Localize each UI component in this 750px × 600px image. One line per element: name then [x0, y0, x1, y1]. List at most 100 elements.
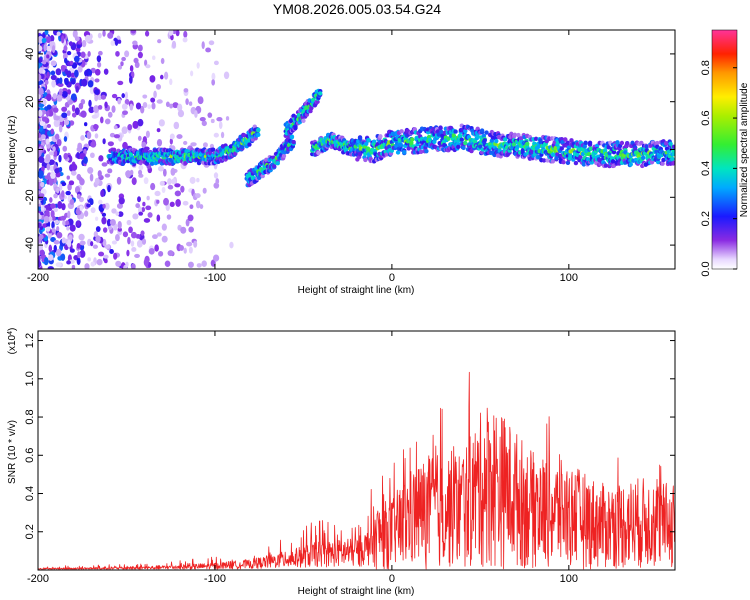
spectrogram-noise-cell: [38, 214, 42, 220]
spectrogram-noise-cell: [46, 123, 51, 128]
spectrogram-noise-cell: [103, 258, 108, 264]
spectrogram-noise-cell: [102, 138, 106, 145]
spectrogram-noise-cell: [111, 105, 116, 113]
spectrogram-noise-cell: [79, 240, 86, 246]
x-tick-label: -200: [27, 573, 49, 585]
spectrogram-noise-cell: [187, 214, 194, 222]
y-tick-label: -40: [24, 237, 36, 253]
spectrogram-noise-cell: [165, 101, 170, 108]
y-tick-label: 0.8: [24, 409, 36, 424]
spectrogram-ridge-cell: [670, 156, 675, 162]
spectrogram-noise-cell: [57, 200, 63, 209]
spectrogram-noise-cell: [146, 195, 150, 201]
spectrogram-ridge-cell: [357, 151, 363, 157]
spectrogram-noise-cell: [147, 104, 151, 110]
spectrogram-noise-cell: [120, 61, 124, 67]
spectrogram-noise-cell: [87, 166, 94, 174]
spectrogram-noise-cell: [170, 167, 176, 176]
spectrogram-ridge-cell: [554, 156, 559, 161]
spectrogram-noise-cell: [58, 166, 63, 173]
spectrogram-noise-cell: [40, 166, 45, 172]
spectrogram-noise-cell: [81, 78, 88, 87]
spectrogram-noise-cell: [199, 204, 204, 209]
spectrogram-noise-cell: [38, 260, 42, 268]
spectrogram-noise-cell: [131, 263, 136, 269]
spectrogram-noise-cell: [75, 86, 79, 93]
spectrogram-noise-cell: [39, 234, 44, 240]
spectrogram-noise-cell: [138, 211, 144, 216]
y-tick-label: 20: [24, 96, 36, 108]
spectrogram-noise-cell: [122, 141, 128, 150]
spectrogram-noise-cell: [88, 106, 95, 114]
spectrogram-noise-cell: [54, 219, 60, 225]
spectrogram-noise-cell: [144, 30, 150, 37]
spectrogram-noise-cell: [89, 173, 94, 182]
spectrogram-noise-cell: [62, 220, 67, 226]
spectrogram-noise-cell: [74, 55, 80, 63]
spectrogram-noise-cell: [117, 65, 123, 70]
x-tick-label: -200: [27, 272, 49, 284]
spectrogram-noise-cell: [188, 101, 193, 106]
spectrogram-noise-cell: [128, 226, 133, 234]
spectrogram-noise-cell: [53, 193, 58, 199]
spectrogram-noise-cell: [38, 140, 42, 146]
spectrogram-noise-cell: [87, 257, 91, 262]
spectrogram-noise-cell: [193, 240, 198, 248]
spectrogram-ridge-cell: [655, 159, 661, 165]
spectrogram-noise-cell: [137, 44, 143, 52]
spectrogram-noise-cell: [174, 190, 182, 197]
spectrogram-noise-cell: [103, 254, 109, 259]
spectrogram-noise-cell: [117, 227, 122, 232]
spectrogram-ridge-cell: [357, 136, 363, 141]
spectrogram-noise-cell: [100, 94, 107, 100]
spectrogram-noise-cell: [104, 202, 110, 210]
spectrogram-ridge-cell: [275, 160, 280, 166]
spectrogram-noise-cell: [54, 115, 60, 121]
snr-series-line: [38, 371, 675, 570]
y-tick-label: 1.2: [24, 333, 36, 348]
spectrogram-noise-cell: [118, 197, 125, 205]
spectrogram-noise-cell: [69, 60, 74, 66]
spectrogram-noise-cell: [114, 38, 119, 46]
spectrogram-ridge-cell: [538, 138, 543, 143]
spectrogram-noise-cell: [77, 142, 83, 150]
spectrogram-ridge-cell: [588, 146, 594, 151]
spectrogram-noise-cell: [56, 187, 60, 194]
spectrogram-noise-cell: [54, 168, 60, 174]
spectrogram-noise-cell: [210, 118, 215, 124]
spectrogram-noise-cell: [129, 65, 134, 72]
spectrogram-ridge-cell: [655, 140, 660, 146]
spectrogram-noise-cell: [155, 83, 162, 90]
spectrogram-noise-cell: [145, 130, 150, 138]
spectrogram-ridge-cell: [489, 138, 495, 144]
spectrogram-noise-cell: [80, 51, 86, 58]
spectrogram-noise-cell: [76, 152, 80, 159]
y-tick-label: 0.2: [24, 524, 36, 539]
spectrogram-noise-cell: [59, 77, 63, 85]
spectrogram-ridge-cell: [310, 97, 316, 103]
spectrogram-noise-cell: [176, 134, 183, 140]
spectrogram-noise-cell: [110, 40, 116, 46]
spectrogram-noise-cell: [91, 114, 98, 119]
spectrogram-noise-cell: [38, 222, 42, 228]
spectrogram-noise-cell: [46, 93, 52, 102]
spectrogram-noise-cell: [88, 69, 93, 76]
spectrogram-noise-cell: [49, 35, 55, 43]
spectrogram-noise-cell: [53, 240, 60, 245]
spectrogram-noise-cell: [196, 263, 202, 268]
spectrogram-noise-cell: [117, 211, 124, 217]
spectrogram-noise-cell: [88, 99, 92, 108]
y-tick-label: 0.4: [24, 486, 36, 501]
spectrogram-noise-cell: [92, 244, 98, 249]
spectrogram-ridge-cell: [581, 162, 587, 167]
spectrogram-noise-cell: [53, 119, 60, 128]
spectrogram-noise-cell: [138, 169, 143, 176]
spectrogram-ridge-cell: [649, 160, 655, 165]
spectrogram-noise-cell: [52, 107, 59, 113]
spectrogram-noise-cell: [190, 142, 197, 147]
spectrogram-noise-cell: [129, 75, 133, 84]
spectrogram-noise-cell: [38, 109, 43, 117]
spectrogram-noise-cell: [98, 155, 104, 162]
spectrogram-ridge-cell: [640, 155, 646, 161]
spectrogram-noise-cell: [104, 101, 108, 109]
